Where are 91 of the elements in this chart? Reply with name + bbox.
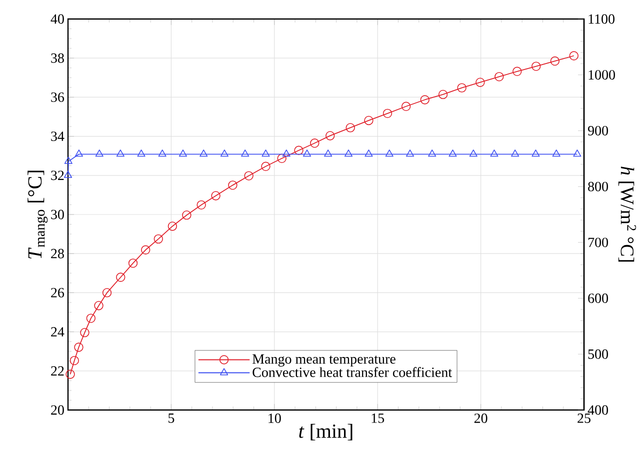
point (532, 150, 540, 157)
point (158, 150, 166, 157)
y-tick-label: 28 (51, 248, 64, 258)
point (64, 156, 72, 164)
y2-tick-label: 900 (588, 126, 608, 136)
point (401, 102, 411, 111)
point (102, 288, 112, 298)
point (364, 116, 374, 126)
x-tick-label: 15 (372, 414, 384, 423)
x-axis-title: t [min] (299, 424, 352, 440)
y-tick-label: 36 (51, 92, 64, 102)
point (490, 150, 498, 157)
point (86, 314, 96, 323)
point (211, 191, 220, 200)
point (282, 150, 290, 157)
point (469, 150, 478, 157)
point (141, 245, 150, 254)
point (261, 162, 270, 172)
y2-tick-label: 1000 (588, 70, 615, 80)
y2-tick-label: 500 (588, 349, 608, 359)
point (550, 56, 560, 66)
point (277, 154, 286, 163)
point (382, 108, 392, 118)
y2-tick-label: 400 (588, 405, 608, 415)
point (228, 180, 238, 190)
point (220, 150, 228, 157)
y-tick-label: 38 (51, 53, 64, 63)
point (262, 150, 270, 157)
point (74, 150, 83, 157)
point (200, 150, 208, 157)
y2-tick-label: 600 (588, 294, 608, 304)
point (476, 78, 485, 87)
point (178, 150, 188, 157)
point (326, 131, 335, 140)
point (512, 66, 522, 76)
point (66, 370, 75, 379)
legend-label: Mango mean temperature (252, 354, 396, 367)
y-axis-title: T$_{mango}$ [°C] (28, 170, 48, 258)
point (137, 150, 146, 157)
point (344, 150, 353, 157)
point (324, 150, 332, 157)
y-tick-label: 40 (50, 14, 64, 24)
point (168, 222, 178, 231)
point (94, 301, 104, 310)
point (241, 150, 250, 157)
point (154, 234, 164, 244)
point (406, 150, 414, 157)
point (428, 150, 436, 157)
point (182, 210, 192, 220)
point (573, 150, 582, 157)
y-tick-label: 26 (51, 288, 64, 298)
point (244, 171, 254, 180)
y-tick-label: 20 (51, 405, 64, 415)
x-tick-label: 25 (578, 414, 590, 423)
point (346, 123, 355, 132)
point (128, 258, 138, 268)
point (552, 150, 560, 157)
point (448, 150, 457, 157)
x-tick-label: 10 (268, 414, 281, 423)
point (420, 95, 430, 104)
point (64, 170, 72, 178)
y2-axis-title: h [W/m$^{2}$ °C] (618, 166, 636, 262)
y2-tick-label: 700 (588, 238, 608, 248)
point (74, 342, 84, 352)
point (438, 90, 448, 100)
point (532, 62, 541, 71)
point (310, 138, 320, 148)
legend-label: Convective heat transfer coefficient (252, 367, 452, 378)
point (95, 150, 104, 157)
point (302, 150, 312, 157)
point (511, 150, 520, 157)
y2-tick-label: 800 (588, 182, 608, 192)
point (364, 150, 373, 157)
y-tick-label: 32 (51, 170, 64, 180)
point (494, 72, 504, 82)
point (70, 356, 79, 366)
point (457, 83, 466, 92)
point (385, 150, 394, 157)
point (116, 272, 126, 282)
point (80, 328, 90, 338)
y-tick-label: 22 (51, 366, 64, 376)
y-tick-label: 34 (51, 132, 64, 142)
point (294, 146, 304, 155)
point (196, 200, 206, 210)
point (569, 51, 578, 60)
point (116, 150, 124, 157)
x-tick-label: 5 (168, 414, 174, 423)
y2-tick-label: 1100 (588, 14, 614, 24)
y-tick-label: 30 (51, 210, 64, 220)
y-tick-label: 24 (51, 327, 64, 336)
x-tick-label: 20 (474, 414, 488, 423)
